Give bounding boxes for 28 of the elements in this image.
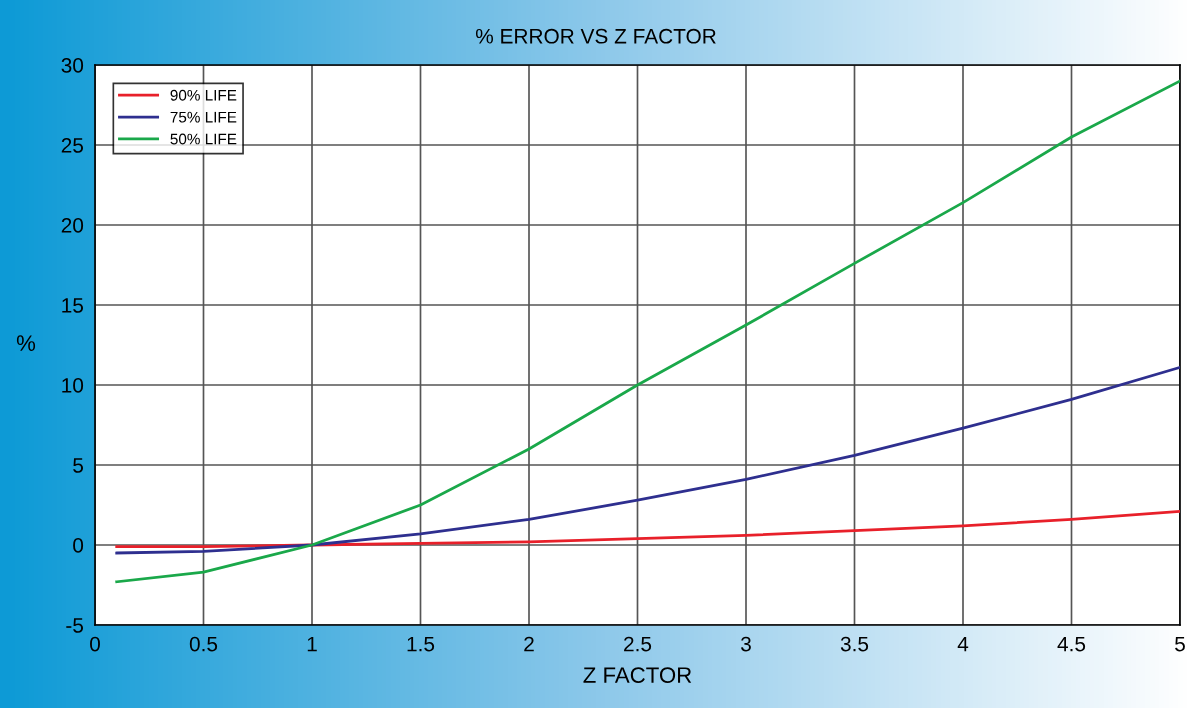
x-tick-label: 5 <box>1175 636 1185 652</box>
x-tick-label: 3.5 <box>840 636 869 652</box>
x-tick-label: 4 <box>957 636 969 652</box>
y-tick-label: 20 <box>61 218 84 233</box>
legend-label: 75% LIFE <box>170 111 237 123</box>
y-tick-label: 30 <box>61 58 84 73</box>
x-tick-label: 2 <box>524 636 534 652</box>
line-series <box>115 510 1180 548</box>
x-tick-label: 1.5 <box>407 636 435 652</box>
chart-title: % ERROR VS Z FACTOR <box>475 28 716 44</box>
x-tick-label: 0.5 <box>189 636 218 652</box>
legend-label: 50% LIFE <box>170 133 237 145</box>
y-tick-label: 5 <box>73 458 84 473</box>
line-series <box>115 366 1180 555</box>
y-tick-label: 25 <box>61 138 84 153</box>
y-tick-label: 15 <box>62 298 84 313</box>
x-tick-label: 2.5 <box>624 636 652 652</box>
y-tick-label: 10 <box>62 378 84 393</box>
x-tick-label: 3 <box>741 636 751 652</box>
y-axis-title: % <box>16 335 36 351</box>
line-series <box>115 79 1180 584</box>
x-tick-label: 0 <box>90 636 100 652</box>
y-tick-label: -5 <box>66 618 84 633</box>
legend-label: 90% LIFE <box>170 89 237 101</box>
x-tick-label: 1 <box>307 636 317 652</box>
x-axis-title: Z FACTOR <box>583 667 692 683</box>
y-tick-label: 0 <box>73 538 84 553</box>
x-tick-label: 4.5 <box>1057 636 1086 652</box>
